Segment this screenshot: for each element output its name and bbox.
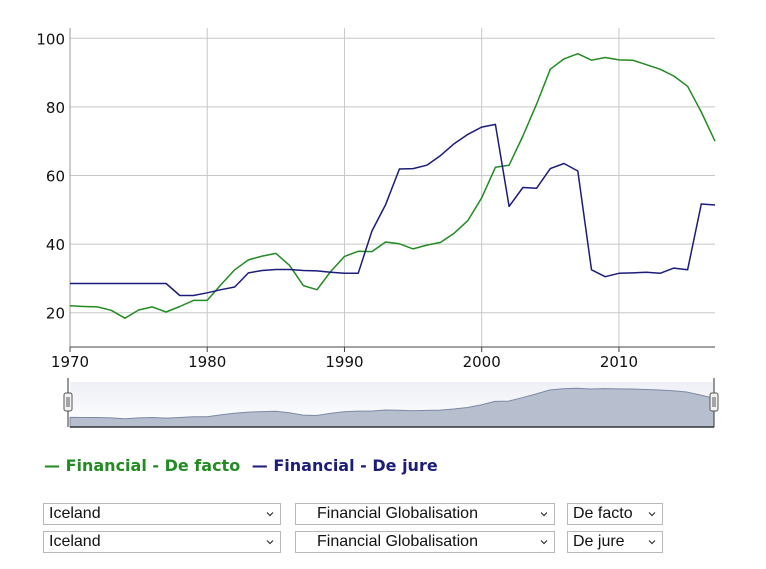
- navigator-handle-left[interactable]: [63, 392, 73, 412]
- grid-lines: [69, 28, 715, 348]
- navigator-handle-right[interactable]: [709, 392, 719, 412]
- country-select-1[interactable]: Iceland: [43, 503, 281, 525]
- range-navigator[interactable]: [63, 378, 719, 428]
- legend-item-de-jure[interactable]: — Financial - De jure: [252, 456, 438, 475]
- x-tick-label: 2010: [600, 353, 638, 371]
- chevron-down-icon: [540, 512, 548, 517]
- type-select-1[interactable]: De facto: [567, 503, 663, 525]
- type-select-value: De facto: [573, 505, 633, 522]
- chevron-down-icon: [648, 540, 656, 545]
- y-tick-label: 40: [46, 236, 65, 254]
- legend-swatch: —: [251, 456, 268, 475]
- y-tick-label: 80: [46, 99, 65, 117]
- country-select-value: Iceland: [49, 533, 101, 550]
- x-tick-label: 2000: [463, 353, 501, 371]
- index-select-1[interactable]: Financial Globalisation: [295, 503, 555, 525]
- legend-swatch: —: [44, 456, 60, 475]
- country-select-2[interactable]: Iceland: [43, 531, 281, 553]
- index-select-value: Financial Globalisation: [317, 533, 478, 550]
- legend: — Financial - De facto — Financial - De …: [44, 456, 444, 475]
- chevron-down-icon: [648, 512, 656, 517]
- x-axis-ticks: 1970 1980 1990 2000 2010: [51, 347, 638, 371]
- type-select-value: De jure: [573, 533, 625, 550]
- x-tick-label: 1970: [51, 353, 89, 371]
- legend-item-de-facto[interactable]: — Financial - De facto: [44, 456, 246, 475]
- x-tick-label: 1990: [325, 353, 363, 371]
- y-axis-ticks: 20 40 60 80 100: [36, 30, 65, 322]
- series-lines: [69, 52, 716, 319]
- x-tick-label: 1980: [188, 353, 226, 371]
- chevron-down-icon: [266, 512, 274, 517]
- series-line-de-facto: [69, 52, 716, 319]
- country-select-value: Iceland: [49, 505, 101, 522]
- y-tick-label: 20: [46, 305, 65, 323]
- legend-label: Financial - De facto: [65, 456, 241, 475]
- type-select-2[interactable]: De jure: [567, 531, 663, 553]
- series-line-de-jure: [70, 123, 716, 297]
- legend-label: Financial - De jure: [273, 456, 438, 475]
- y-tick-label: 100: [36, 30, 65, 48]
- chevron-down-icon: [540, 540, 548, 545]
- index-select-2[interactable]: Financial Globalisation: [295, 531, 555, 553]
- chevron-down-icon: [266, 540, 274, 545]
- navigator-area: [69, 387, 715, 428]
- y-tick-label: 60: [46, 167, 65, 185]
- chart-area: 20 40 60 80 100 1970 1980 1990 2000 2010: [36, 28, 719, 428]
- index-select-value: Financial Globalisation: [317, 505, 478, 522]
